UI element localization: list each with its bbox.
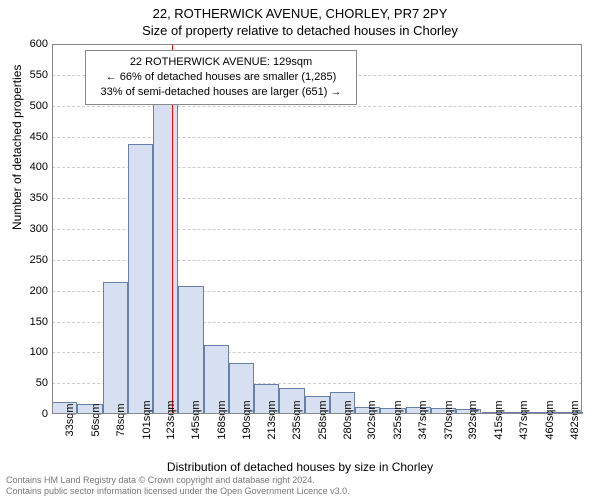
y-tick-label: 200: [8, 285, 48, 297]
y-tick-label: 100: [8, 346, 48, 358]
y-tick-label: 350: [8, 192, 48, 204]
chart-title-main: 22, ROTHERWICK AVENUE, CHORLEY, PR7 2PY: [0, 0, 600, 21]
y-tick-label: 600: [8, 38, 48, 50]
y-tick-label: 0: [8, 408, 48, 420]
x-axis-label: Distribution of detached houses by size …: [0, 460, 600, 474]
y-tick-label: 550: [8, 69, 48, 81]
y-tick-label: 300: [8, 223, 48, 235]
legend-line-3: 33% of semi-detached houses are larger (…: [92, 85, 350, 100]
legend-box: 22 ROTHERWICK AVENUE: 129sqm ← 66% of de…: [85, 50, 357, 105]
y-axis-label: Number of detached properties: [10, 65, 24, 230]
legend-line-1: 22 ROTHERWICK AVENUE: 129sqm: [92, 55, 350, 70]
y-tick-label: 150: [8, 316, 48, 328]
y-tick-label: 500: [8, 100, 48, 112]
y-tick-label: 250: [8, 254, 48, 266]
chart-container: 22, ROTHERWICK AVENUE, CHORLEY, PR7 2PY …: [0, 0, 600, 500]
chart-title-sub: Size of property relative to detached ho…: [0, 21, 600, 38]
y-tick-label: 400: [8, 161, 48, 173]
footer-line-2: Contains public sector information licen…: [6, 486, 350, 497]
footer-text: Contains HM Land Registry data © Crown c…: [6, 475, 350, 497]
y-tick-label: 450: [8, 131, 48, 143]
footer-line-1: Contains HM Land Registry data © Crown c…: [6, 475, 350, 486]
y-tick-label: 50: [8, 377, 48, 389]
legend-line-2: ← 66% of detached houses are smaller (1,…: [92, 70, 350, 85]
